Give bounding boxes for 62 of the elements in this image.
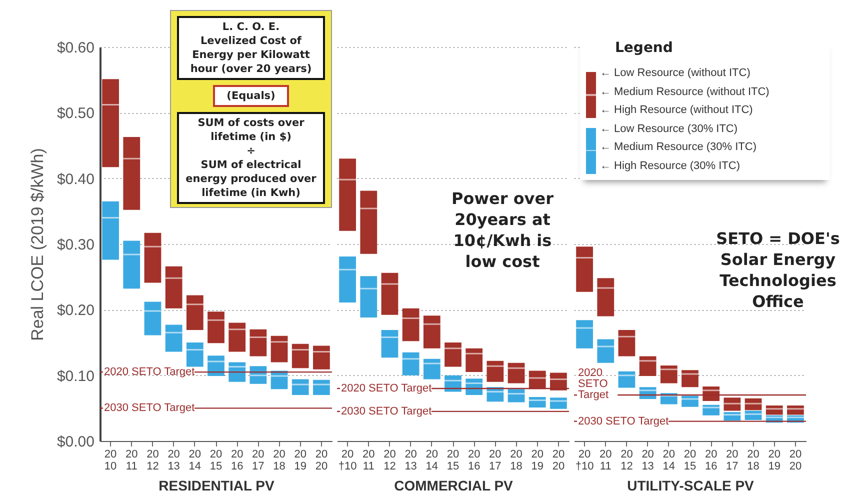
x-tick-label: 2015 bbox=[210, 448, 222, 472]
x-tick-label: 2016 bbox=[468, 448, 480, 472]
x-tick-label: 2013 bbox=[404, 448, 417, 472]
annotation: (Equals) bbox=[213, 85, 289, 107]
annotation: SETO = DOE's Solar Energy Technologies Office bbox=[715, 228, 841, 312]
x-tick-label: 2018 bbox=[747, 448, 760, 472]
y-tick-label: $0.00 bbox=[56, 434, 94, 450]
annotation: ← High Resource (30% ITC) bbox=[600, 160, 740, 172]
x-tick-label: 2018 bbox=[510, 448, 522, 472]
x-tick-label: 2019 bbox=[294, 448, 306, 472]
annotation: ← Low Resource (without ITC) bbox=[600, 67, 750, 79]
x-tick-label: 2017 bbox=[489, 448, 502, 472]
annotation: ← Medium Resource (30% ITC) bbox=[600, 141, 756, 153]
annotation: L. C. O. E. Levelized Cost of Energy per Kilowatt hour (over 20 years) bbox=[177, 16, 325, 80]
y-tick-label: $0.50 bbox=[56, 105, 94, 122]
x-tick-label: 2016 bbox=[230, 448, 244, 472]
x-tick-label: 2020 bbox=[789, 448, 802, 472]
x-tick-label: 2012 bbox=[146, 448, 159, 472]
ref-line-label: 2030 SETO Target bbox=[341, 405, 432, 418]
y-tick-label: $0.30 bbox=[56, 236, 94, 254]
x-tick-label: 2013 bbox=[642, 448, 654, 472]
x-tick-label: 20†10 bbox=[338, 448, 357, 472]
annotation: ← Low Resource (30% ITC) bbox=[600, 122, 738, 134]
x-tick-label: 2010 bbox=[104, 448, 117, 472]
y-tick-label: $0.20 bbox=[56, 302, 94, 320]
x-axis-title: COMMERCIAL PV bbox=[394, 478, 514, 494]
x-tick-label: 2014 bbox=[426, 448, 438, 472]
x-tick-label: 2016 bbox=[704, 448, 718, 472]
x-tick-label: 2017 bbox=[726, 448, 738, 472]
x-tick-label: 2012 bbox=[384, 448, 396, 472]
x-axis-title: UTILITY-SCALE PV bbox=[627, 478, 755, 494]
x-tick-label: 2019 bbox=[768, 448, 780, 472]
x-tick-label: 2013 bbox=[168, 448, 180, 472]
ref-line-label: 2020 SETO Target bbox=[578, 367, 609, 402]
x-tick-label: 2014 bbox=[188, 448, 202, 472]
y-axis-title: Real LCOE (2019 $/kWh) bbox=[28, 148, 47, 341]
y-tick-label: $0.40 bbox=[56, 170, 94, 188]
x-tick-label: 2014 bbox=[662, 448, 676, 472]
ref-line-label: 2030 SETO Target bbox=[104, 402, 195, 414]
annotation: SUM of costs over lifetime (in $) ÷ SUM of electrical energy produced over lifetime (in Kwh) bbox=[177, 112, 325, 204]
x-tick-label: 2018 bbox=[273, 448, 286, 472]
x-tick-label: 20†10 bbox=[575, 448, 594, 472]
x-tick-label: 2020 bbox=[552, 448, 565, 472]
ref-line-label: 2020 SETO Target bbox=[104, 366, 195, 378]
annotation: Power over 20years at 10¢/Kwh is low cost bbox=[450, 188, 554, 272]
x-tick-label: 2011 bbox=[600, 448, 612, 472]
annotation: ← High Resource (without ITC) bbox=[600, 104, 753, 116]
legend-title: Legend bbox=[615, 40, 673, 56]
x-tick-label: 2011 bbox=[126, 448, 138, 472]
x-tick-label: 2012 bbox=[620, 448, 633, 472]
x-tick-label: 2020 bbox=[315, 448, 328, 472]
x-tick-label: 2015 bbox=[684, 448, 696, 472]
annotation: ← Medium Resource (without ITC) bbox=[600, 86, 770, 98]
y-tick-label: $0.60 bbox=[56, 40, 94, 56]
x-tick-label: 2011 bbox=[362, 448, 375, 472]
x-tick-label: 2017 bbox=[252, 448, 264, 472]
x-axis-title: RESIDENTIAL PV bbox=[158, 478, 275, 494]
ref-line-label: 2020 SETO Target bbox=[341, 382, 432, 394]
ref-line-label: 2030 SETO Target bbox=[578, 415, 669, 428]
x-tick-label: 2019 bbox=[531, 448, 544, 472]
y-tick-label: $0.10 bbox=[56, 368, 94, 385]
x-tick-label: 2015 bbox=[446, 448, 460, 472]
